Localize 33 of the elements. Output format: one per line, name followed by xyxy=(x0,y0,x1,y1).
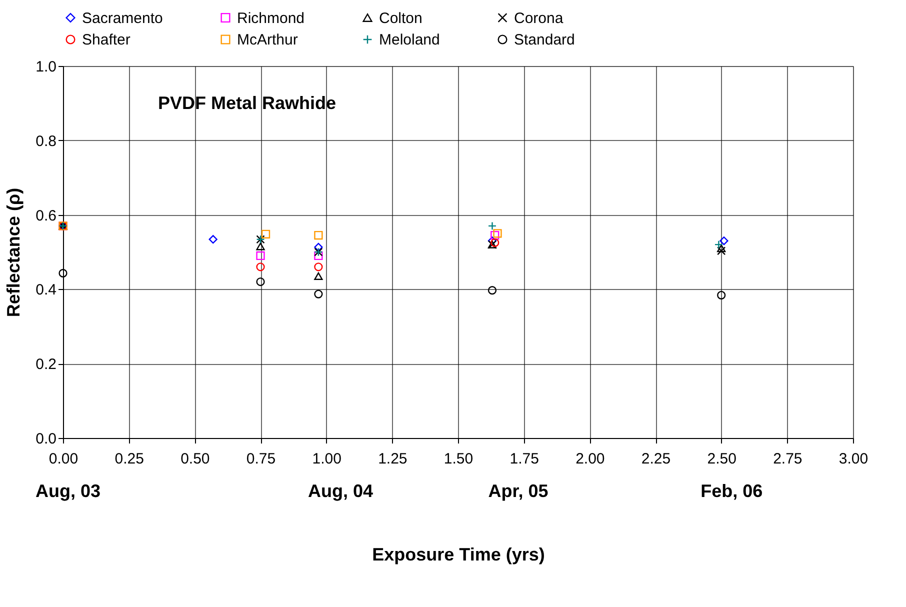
y-tick-label: 0.4 xyxy=(36,282,56,299)
x-tick-label: 1.00 xyxy=(312,450,342,468)
text: Apr, 05 xyxy=(488,481,548,501)
legend-label: Colton xyxy=(379,10,422,27)
y-tick-label: 0.2 xyxy=(36,356,56,374)
legend-label: McArthur xyxy=(237,32,298,48)
x-tick-label: 1.75 xyxy=(510,450,539,468)
text: Feb, 06 xyxy=(700,481,763,501)
legend-label: Standard xyxy=(514,32,575,48)
y-tick-label: 0.8 xyxy=(36,132,56,150)
x-tick-label: 1.25 xyxy=(378,450,408,468)
y-tick-label: 0.6 xyxy=(36,207,56,224)
legend-label: Sacramento xyxy=(82,10,163,27)
legend-label: Meloland xyxy=(379,32,440,48)
legend-label: Shafter xyxy=(82,32,130,48)
x-tick-label: 2.50 xyxy=(707,450,736,468)
x-tick-label: 2.75 xyxy=(773,450,802,468)
legend-label: Richmond xyxy=(237,10,305,27)
x-tick-label: 0.25 xyxy=(114,450,144,468)
x-tick-label: 0.00 xyxy=(48,450,78,468)
x-tick-label: 0.50 xyxy=(180,450,210,468)
x-tick-label: 2.25 xyxy=(641,450,671,468)
x-tick-label: 3.00 xyxy=(838,450,868,468)
y-tick-label: 0.0 xyxy=(36,430,56,448)
x-axis-title: Exposure Time (yrs) xyxy=(372,544,545,564)
text: Aug, 03 xyxy=(35,481,101,501)
legend-label: Corona xyxy=(514,10,564,27)
text: Aug, 04 xyxy=(308,481,374,501)
y-tick-label: 1.0 xyxy=(36,58,56,76)
y-axis-title: Reflectance (ρ) xyxy=(4,188,24,318)
x-tick-label: 2.00 xyxy=(576,450,605,468)
x-tick-label: 1.50 xyxy=(444,450,474,468)
x-tick-label: 0.75 xyxy=(246,450,276,468)
